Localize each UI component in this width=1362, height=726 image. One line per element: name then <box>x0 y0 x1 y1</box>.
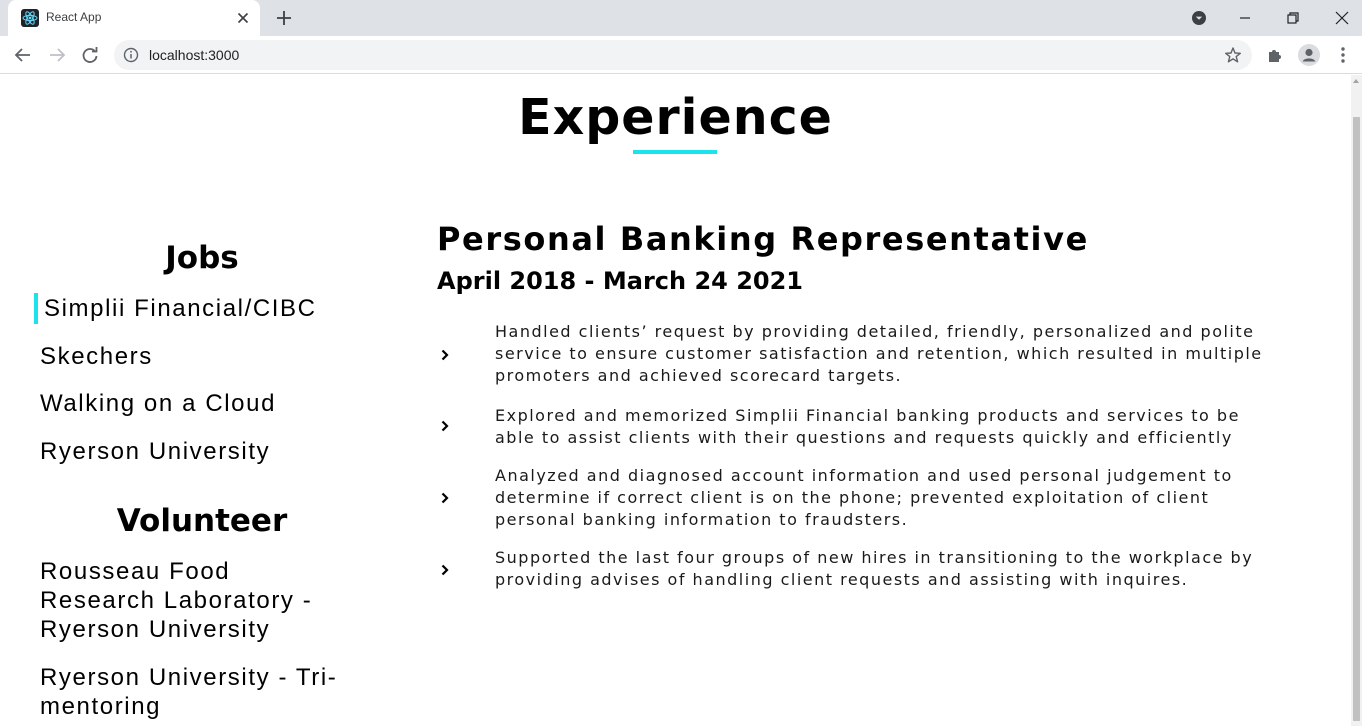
job-dates: April 2018 - March 24 2021 <box>437 267 803 295</box>
job-item-simplii[interactable]: Simplii Financial/CIBC <box>44 295 317 322</box>
volunteer-item-line: Ryerson University <box>40 616 271 643</box>
back-icon[interactable] <box>12 44 34 66</box>
minimize-icon[interactable] <box>1233 6 1257 30</box>
title-underline <box>633 150 717 154</box>
page-content: Experience Jobs Simplii Financial/CIBC S… <box>0 75 1351 726</box>
scroll-thumb[interactable] <box>1353 117 1360 721</box>
page-scrollbar[interactable] <box>1351 75 1362 726</box>
bookmark-star-icon[interactable] <box>1224 46 1242 64</box>
address-bar[interactable]: localhost:3000 <box>114 40 1252 70</box>
responsibility-line: service to ensure customer satisfaction … <box>495 344 1263 363</box>
chevron-right-icon <box>441 420 449 432</box>
browser-menu-icon[interactable] <box>1332 44 1354 66</box>
chevron-right-icon <box>441 492 449 504</box>
react-logo-icon <box>21 9 39 27</box>
selected-indicator <box>34 293 38 324</box>
responsibility-text: Explored and memorized Simplii Financial… <box>495 405 1305 449</box>
responsibility-text: Handled clients’ request by providing de… <box>495 321 1305 387</box>
responsibility-line: Explored and memorized Simplii Financial… <box>495 406 1240 425</box>
volunteer-item-rousseau[interactable]: Rousseau Food Research Laboratory - Ryer… <box>40 557 312 644</box>
url-text[interactable]: localhost:3000 <box>149 47 240 63</box>
restore-icon[interactable] <box>1281 6 1305 30</box>
volunteer-item-line: Research Laboratory - <box>40 587 313 614</box>
close-window-icon[interactable] <box>1330 6 1354 30</box>
responsibility-line: personal banking information to fraudste… <box>495 510 909 529</box>
job-item-skechers[interactable]: Skechers <box>40 343 153 370</box>
responsibility-line: determine if correct client is on the ph… <box>495 488 1210 507</box>
volunteer-item-line: Ryerson University - Tri- <box>40 664 338 691</box>
responsibility-line: Analyzed and diagnosed account informati… <box>495 466 1233 485</box>
scroll-up-arrow-icon[interactable] <box>1353 79 1359 83</box>
job-title: Personal Banking Representative <box>437 220 1089 258</box>
volunteer-item-line: mentoring <box>40 693 162 720</box>
jobs-heading: Jobs <box>165 240 239 276</box>
profile-avatar-icon[interactable] <box>1298 44 1320 66</box>
responsibility-text: Supported the last four groups of new hi… <box>495 547 1305 591</box>
browser-tab[interactable]: React App <box>8 0 260 36</box>
job-item-ryerson[interactable]: Ryerson University <box>40 438 271 465</box>
site-info-icon[interactable] <box>123 47 139 63</box>
forward-icon[interactable] <box>46 44 68 66</box>
volunteer-item-line: Rousseau Food <box>40 558 231 585</box>
chevron-right-icon <box>441 349 449 361</box>
chevron-right-icon <box>441 564 449 576</box>
tab-strip: React App <box>0 0 1362 36</box>
job-item-walking-on-a-cloud[interactable]: Walking on a Cloud <box>40 390 277 417</box>
responsibility-line: Handled clients’ request by providing de… <box>495 322 1255 341</box>
responsibility-line: Supported the last four groups of new hi… <box>495 548 1254 567</box>
tab-search-icon[interactable] <box>1187 6 1211 30</box>
extensions-icon[interactable] <box>1264 44 1286 66</box>
responsibility-text: Analyzed and diagnosed account informati… <box>495 465 1305 531</box>
responsibility-line: promoters and achieved scorecard targets… <box>495 366 903 385</box>
close-tab-icon[interactable] <box>234 9 252 27</box>
page-title: Experience <box>518 89 833 146</box>
tab-title: React App <box>46 10 102 24</box>
volunteer-item-tri-mentoring[interactable]: Ryerson University - Tri- mentoring <box>40 663 337 721</box>
new-tab-icon[interactable] <box>274 8 294 28</box>
responsibility-line: providing advises of handling client req… <box>495 570 1189 589</box>
responsibility-line: able to assist clients with their questi… <box>495 428 1233 447</box>
browser-toolbar: localhost:3000 <box>0 36 1362 74</box>
volunteer-heading: Volunteer <box>116 503 288 539</box>
reload-icon[interactable] <box>79 44 101 66</box>
